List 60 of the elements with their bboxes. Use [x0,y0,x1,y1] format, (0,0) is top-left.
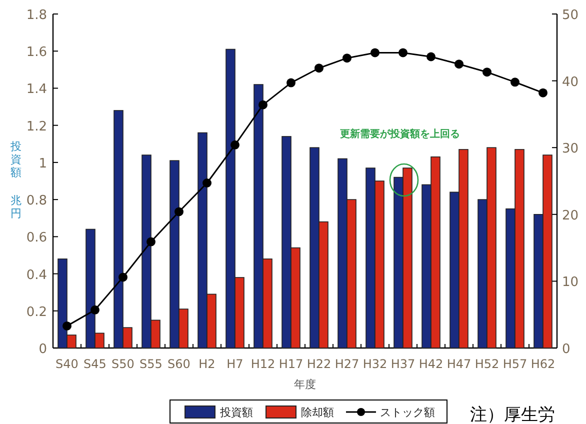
x-tick-label: H57 [502,357,528,371]
y2-tick-label: 10 [562,275,579,290]
text: 兆円 [10,194,22,220]
y-tick-label: 0.2 [26,304,47,320]
point [286,78,296,88]
point [342,54,352,63]
y-tick-label: 0.4 [26,268,47,283]
point [510,78,520,87]
x-axis-title: 年度 [294,378,316,391]
point [90,305,100,314]
y-tick-label: 1.8 [26,8,47,23]
point [258,100,268,110]
point [370,48,380,58]
y2-tick-label: 0 [562,342,570,357]
point [174,207,184,216]
y2-tick-label: 20 [562,208,579,224]
x-tick-label: H7 [226,357,244,371]
x-tick-label: H42 [418,357,444,371]
y-tick-label: 1.4 [26,82,47,98]
point [118,272,128,282]
y-tick-label: 0.8 [26,194,47,209]
x-tick-label: H62 [530,357,556,371]
legend-label: 投資額 [219,406,253,419]
y2-tick-label: 40 [562,74,579,90]
point [202,178,212,188]
x-tick-label: S50 [112,357,134,371]
x-tick-label: S40 [56,357,78,371]
point [454,60,464,69]
y-tick-label: 0.6 [26,230,47,246]
point [62,321,72,330]
x-tick-label: H12 [250,357,276,371]
x-tick-label: H52 [474,357,500,371]
point [482,68,492,77]
x-tick-label: H37 [390,357,416,371]
x-tick-label: H32 [362,357,388,371]
point [538,88,548,98]
x-tick-label: S60 [168,357,190,371]
x-tick-label: H2 [198,357,216,371]
point [314,64,324,73]
x-tick-label: H47 [446,357,472,371]
legend-label: ストック額 [380,406,435,419]
y-tick-label: 0 [38,342,47,357]
text: 注）厚生労 [470,405,555,424]
point [426,52,436,62]
x-tick-label: S45 [84,357,106,371]
x-tick-label: H27 [334,357,360,371]
y-tick-label: 1.6 [26,45,47,60]
y2-tick-label: 30 [562,142,579,157]
legend-label: 除却額 [301,406,334,419]
y-tick-label: 1.2 [26,119,47,134]
y-tick-label: 1 [38,156,47,172]
point [230,140,240,150]
x-tick-label: H22 [306,357,332,371]
y2-tick-label: 50 [562,8,579,23]
point [146,237,156,246]
y-axis-title: 投資額 [10,140,22,179]
annotation: 更新需要が投資額を上回る [340,128,460,140]
point [398,48,408,58]
x-tick-label: H17 [278,357,304,371]
x-tick-label: S55 [140,357,162,371]
